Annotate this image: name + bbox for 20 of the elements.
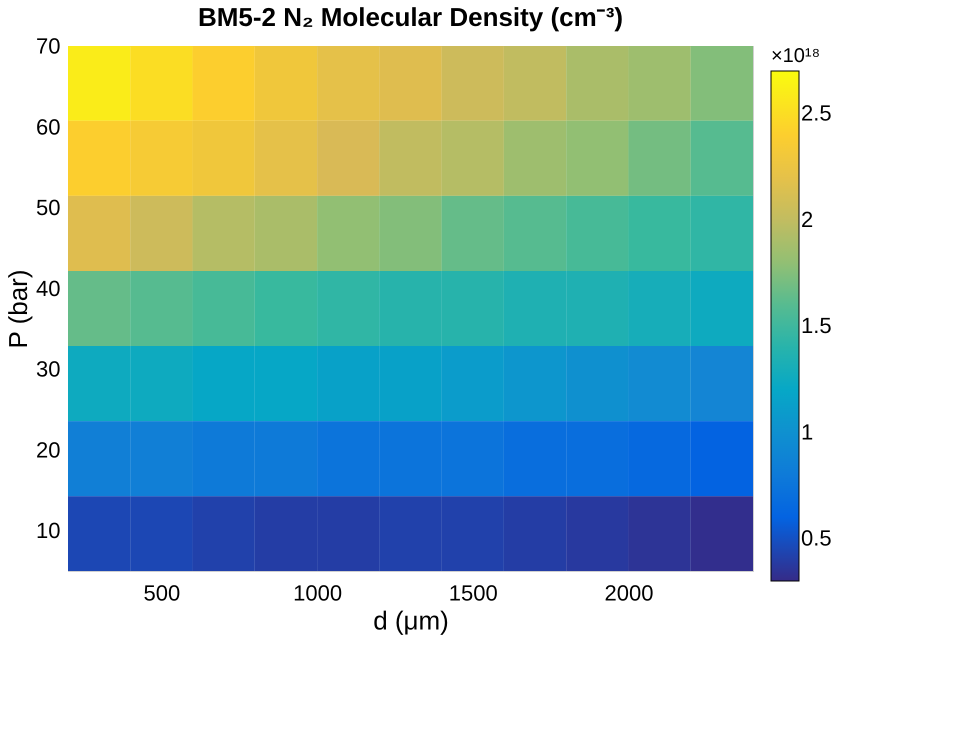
y-tick-label: 20: [36, 437, 60, 462]
chart-title: BM5-2 N₂ Molecular Density (cm⁻³): [198, 2, 624, 32]
x-tick-label: 500: [144, 580, 180, 606]
y-tick-label: 60: [36, 114, 60, 140]
color-bar-label: 2.5: [801, 100, 832, 126]
y-tick-label: 30: [36, 356, 60, 382]
y-tick-label: 70: [36, 34, 60, 58]
color-bar-title: ×10¹⁸: [771, 45, 820, 67]
color-bar-label: 0.5: [801, 526, 832, 550]
x-tick-label: 1500: [448, 580, 498, 606]
color-bar-label: 2: [801, 206, 814, 232]
y-tick-label: 40: [36, 276, 60, 301]
y-tick-label: 10: [36, 518, 60, 544]
color-bar-label: 1: [801, 419, 814, 444]
color-bar-label: 1.5: [801, 313, 832, 338]
x-tick-label: 2000: [604, 580, 654, 606]
y-axis-title: P (bar): [3, 270, 34, 348]
y-tick-label: 50: [36, 195, 60, 220]
x-axis-title: d (μm): [373, 606, 449, 636]
x-tick-label: 1000: [293, 580, 342, 606]
